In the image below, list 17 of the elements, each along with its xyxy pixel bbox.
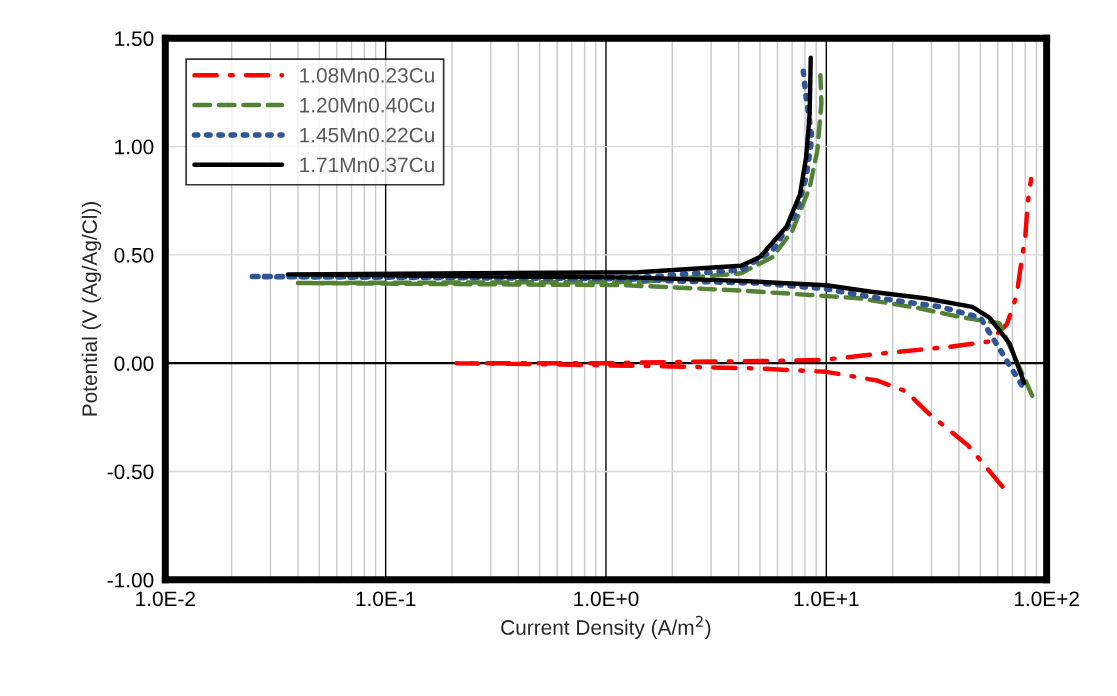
x-tick-label: 1.0E+0 <box>574 591 639 607</box>
y-tick-label: -0.50 <box>107 464 154 480</box>
x-tick-label: 1.0E-1 <box>356 591 416 607</box>
y-axis-title: Potential (V (Ag/Ag/Cl)) <box>81 202 102 416</box>
legend-label: 1.71Mn0.37Cu <box>300 157 434 173</box>
legend-label: 1.45Mn0.22Cu <box>300 127 434 143</box>
x-tick-label: 1.0E-2 <box>136 591 195 607</box>
x-tick-label: 1.0E+1 <box>794 591 859 607</box>
x-axis-title: Current Density (A/m$^{2}$) <box>501 615 711 639</box>
legend-label: 1.20Mn0.40Cu <box>300 97 434 113</box>
y-tick-label: 0.00 <box>114 356 154 371</box>
y-tick-label: 1.50 <box>115 31 154 47</box>
y-tick-label: -1.00 <box>107 572 154 588</box>
y-tick-label: 0.50 <box>114 247 154 263</box>
x-tick-label: 1.0E+2 <box>1014 591 1079 607</box>
y-tick-label: 1.00 <box>115 139 154 155</box>
legend-label: 1.08Mn0.23Cu <box>300 68 434 83</box>
